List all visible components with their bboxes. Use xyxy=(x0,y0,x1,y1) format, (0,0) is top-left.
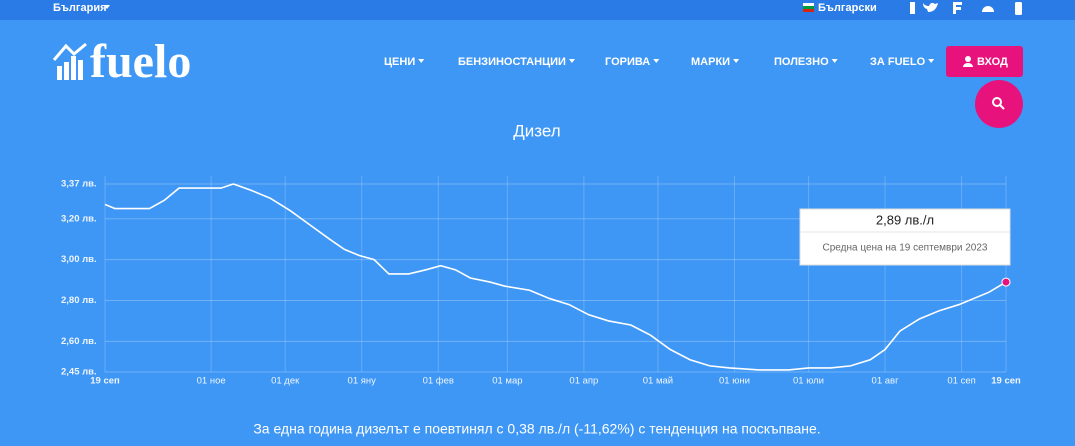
y-tick-label: 3,20 лв. xyxy=(61,213,97,224)
search-icon xyxy=(999,104,1005,110)
x-tick-label: 01 апр xyxy=(569,376,598,387)
x-tick-label: 01 фев xyxy=(423,376,454,387)
social-icons xyxy=(910,2,1022,15)
tooltip xyxy=(799,208,1011,266)
country-selector[interactable]: България xyxy=(53,2,107,14)
login-label[interactable]: ВХОД xyxy=(977,56,1008,68)
nav-item[interactable]: БЕНЗИНОСТАНЦИИ xyxy=(458,56,566,68)
caret xyxy=(928,59,935,63)
x-tick-label: 01 мар xyxy=(492,376,522,387)
y-tick-label: 2,45 лв. xyxy=(61,367,97,378)
price-line xyxy=(104,183,1007,371)
android-icon[interactable] xyxy=(982,6,994,12)
nav-item[interactable]: ПОЛЕЗНО xyxy=(774,56,829,68)
nav-item[interactable]: ГОРИВА xyxy=(605,56,650,68)
logo-bars xyxy=(52,42,87,80)
login-button[interactable] xyxy=(946,46,1023,77)
x-tick-label: 01 дек xyxy=(271,376,300,387)
chart-title: Дизел xyxy=(513,121,560,140)
caret xyxy=(104,5,110,9)
caret xyxy=(418,59,425,63)
x-tick-label: 19 сеп xyxy=(991,376,1021,387)
highlight-point xyxy=(1001,277,1011,287)
chart: 2,45 лв. 2,60 лв. 2,80 лв. 3,00 лв. 3,20 лв.… xyxy=(61,176,1021,387)
x-tick-label: 01 сеп xyxy=(947,376,975,387)
x-tick-label: 01 ное xyxy=(197,376,226,387)
caret xyxy=(653,59,660,63)
nav: ЦЕНИ БЕНЗИНОСТАНЦИИ ГОРИВА МАРКИ ПОЛЕЗНО ЗА F… xyxy=(384,56,935,68)
language-selector[interactable]: Български xyxy=(818,2,877,14)
y-tick-label: 2,80 лв. xyxy=(61,295,97,306)
x-tick-label: 19 сеп xyxy=(90,376,120,387)
search-button[interactable] xyxy=(975,80,1023,128)
foursquare-icon[interactable] xyxy=(953,2,962,14)
flag xyxy=(803,6,814,9)
summary: За една година дизелът е поевтинял с 0,3… xyxy=(253,421,820,437)
x-tick-label: 01 яну xyxy=(348,376,377,387)
x-tick-label: 01 авг xyxy=(872,376,900,387)
nav-item[interactable]: МАРКИ xyxy=(691,56,730,68)
x-tick-label: 01 май xyxy=(643,376,673,387)
tooltip-date: Средна цена на 19 септември 2023 xyxy=(823,243,988,254)
nav-item[interactable]: ЦЕНИ xyxy=(384,56,415,68)
logo[interactable]: fuelo xyxy=(90,35,191,88)
x-tick-label: 01 юли xyxy=(793,376,824,387)
caret xyxy=(733,59,740,63)
apple-icon[interactable] xyxy=(1015,2,1022,15)
y-tick-label: 2,60 лв. xyxy=(61,336,97,347)
search-icon xyxy=(992,97,1002,107)
facebook-icon[interactable] xyxy=(910,2,915,14)
caret xyxy=(831,59,838,63)
tooltip-value: 2,89 лв./л xyxy=(876,212,934,227)
y-tick-label: 3,00 лв. xyxy=(61,254,97,265)
flag xyxy=(803,9,814,12)
x-tick-label: 01 юни xyxy=(719,376,750,387)
nav-item[interactable]: ЗА FUELO xyxy=(870,56,926,68)
user-icon xyxy=(965,56,971,62)
twitter-icon[interactable] xyxy=(923,2,938,12)
y-tick-label: 3,37 лв. xyxy=(61,179,97,190)
flag xyxy=(803,3,814,6)
caret xyxy=(568,59,575,63)
user-icon xyxy=(963,63,973,67)
